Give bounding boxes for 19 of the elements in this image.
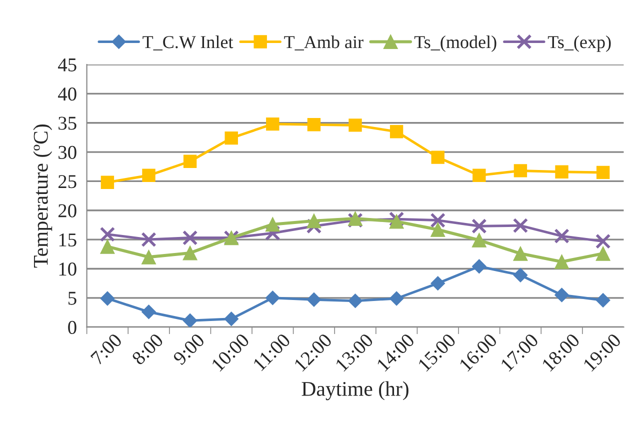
y-tick-label: 15 — [59, 233, 76, 246]
y-tick-label: 35 — [58, 116, 76, 130]
y-tick-label: 30 — [58, 146, 76, 159]
legend-label: T_Amb air — [284, 36, 364, 50]
y-tick-label: 40 — [58, 88, 76, 101]
y-tick-label: 20 — [58, 204, 76, 218]
x-axis-title: Daytime (hr) — [302, 381, 408, 400]
y-axis-title: Temperature (ºC) — [33, 124, 52, 268]
y-tick-label: 45 — [58, 58, 76, 72]
x-tick-label: 9:00 — [172, 332, 206, 366]
y-tick-label: 10 — [59, 262, 76, 276]
y-tick-label: 5 — [68, 292, 76, 305]
legend-label: T_C.W Inlet — [142, 36, 234, 50]
legend-label: Ts_(model) — [414, 36, 496, 52]
x-tick-label: 7:00 — [90, 332, 123, 366]
x-tick-label: 8:00 — [131, 332, 164, 366]
legend-label: Ts_(exp) — [548, 36, 611, 52]
y-tick-label: 0 — [68, 320, 76, 334]
y-tick-label: 25 — [58, 175, 76, 188]
